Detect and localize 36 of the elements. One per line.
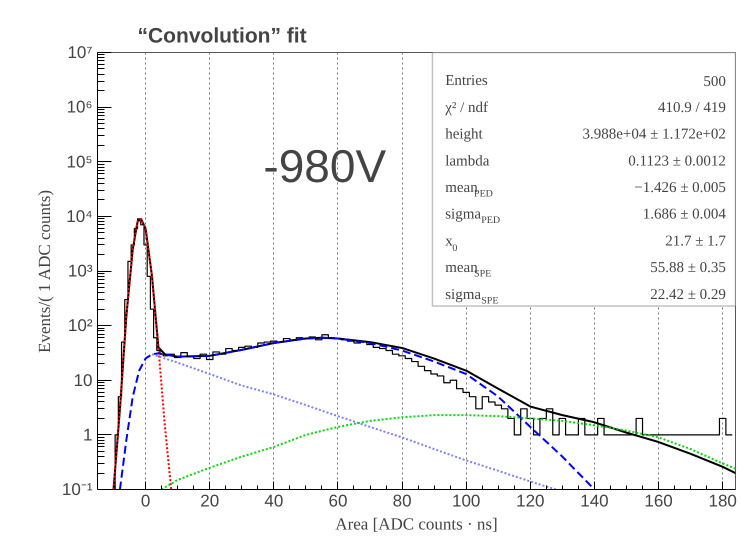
- x-tick-label: 40: [264, 492, 284, 510]
- x-tick-label: 0: [140, 492, 150, 510]
- annotation: 500: [703, 74, 726, 90]
- y-tick-label: 10²: [68, 316, 93, 336]
- annotation: χ² / ndf: [444, 100, 488, 116]
- y-tick-label: 10⁻¹: [62, 480, 93, 499]
- annotation: 1.686 ± 0.004: [642, 206, 726, 223]
- x-tick-label: 20: [200, 492, 220, 510]
- x-axis-title: Area [ADC counts · ns]: [335, 514, 498, 534]
- y-tick-label: 10⁴: [66, 206, 93, 226]
- x-tick-label: 100: [452, 492, 480, 510]
- annotation: Entries: [445, 73, 488, 90]
- annotation: −1.426 ± 0.005: [634, 180, 726, 196]
- x-tick-label: 120: [516, 492, 545, 510]
- annotation: 0.1123 ± 0.0012: [628, 153, 726, 170]
- annotation: lambda: [445, 153, 490, 170]
- annotation: 410.9 / 419: [658, 100, 726, 116]
- x-tick-label: 140: [580, 492, 609, 510]
- x-tick-label: 60: [328, 492, 348, 510]
- y-tick-label: 10⁷: [67, 43, 92, 62]
- annotation: 3.988e+04 ± 1.172e+02: [582, 126, 726, 143]
- y-tick-label: 10³: [68, 262, 93, 280]
- annotation: 22.42 ± 0.29: [650, 286, 726, 303]
- annotation: 21.7 ± 1.7: [665, 233, 726, 250]
- x-tick-label: 80: [392, 492, 412, 510]
- y-tick-label: 1: [83, 425, 93, 444]
- x-tick-label: 180: [708, 492, 737, 510]
- chart-title: “Convolution” fit: [138, 24, 307, 48]
- annotation: height: [445, 126, 484, 143]
- annotation: -980V: [263, 140, 386, 192]
- y-axis-title: Events/( 1 ADC counts): [34, 190, 54, 353]
- x-tick-label: 160: [644, 492, 673, 510]
- y-tick-label: 10⁵: [66, 152, 93, 172]
- annotation: 55.88 ± 0.35: [650, 260, 726, 276]
- y-tick-label: 10: [74, 370, 93, 390]
- y-tick-label: 10⁶: [66, 98, 93, 117]
